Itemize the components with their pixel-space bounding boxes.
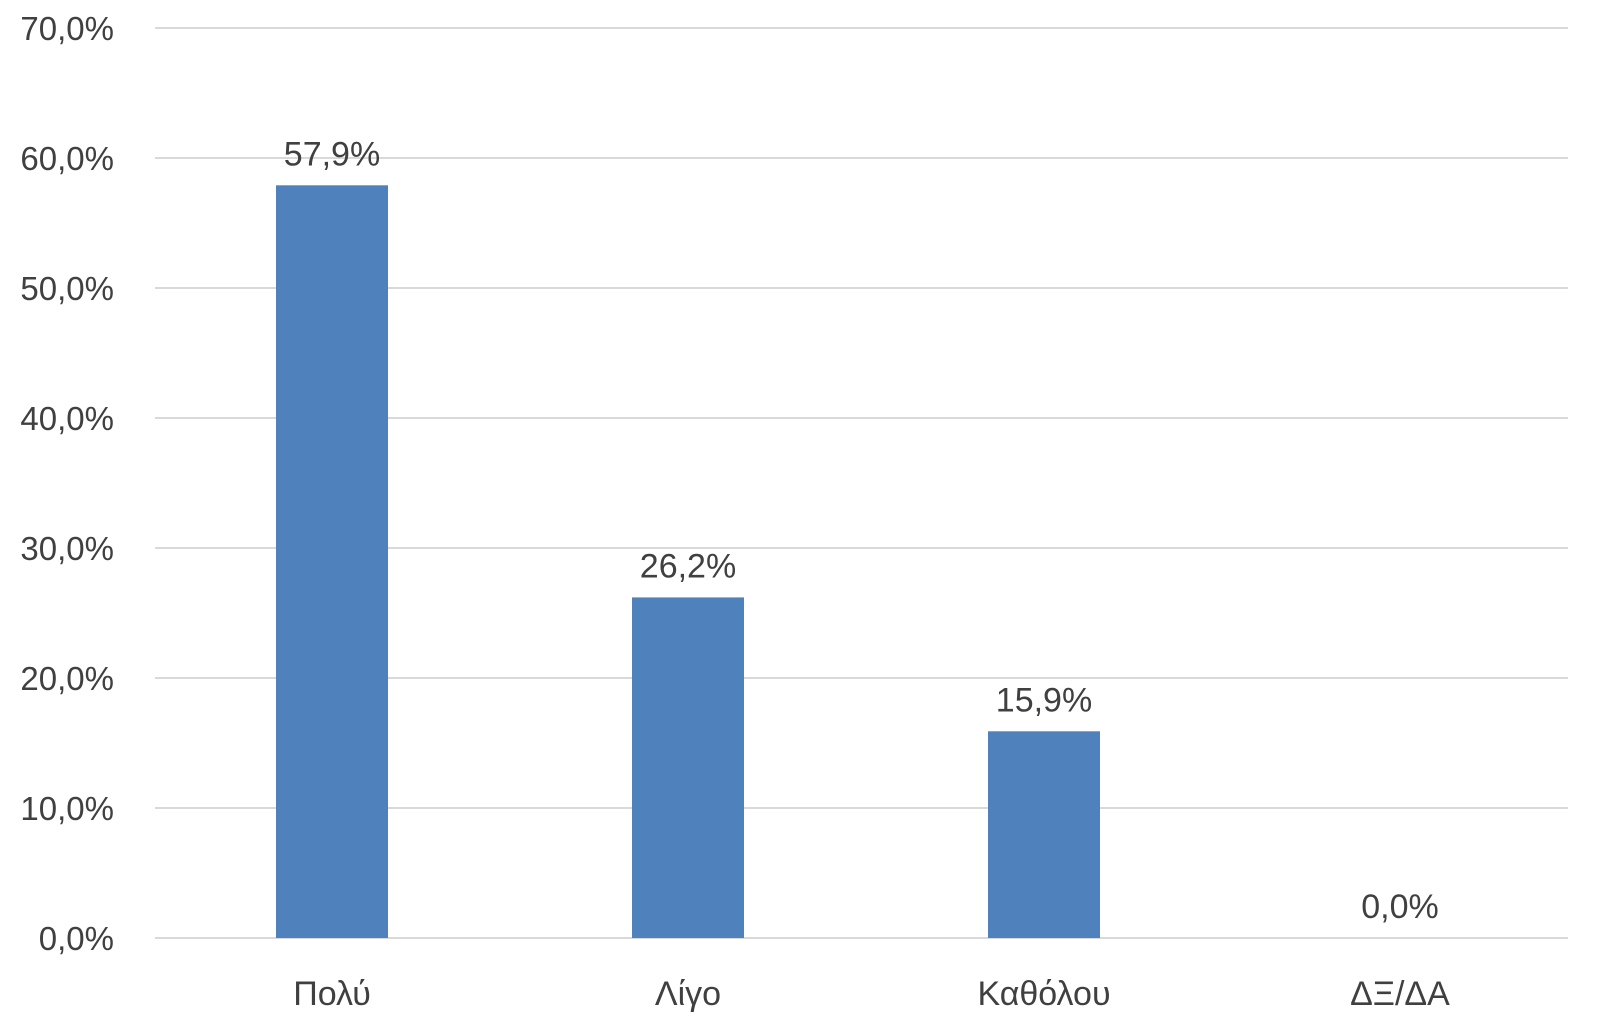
bars [276,185,1100,939]
y-tick-label: 10,0% [20,790,114,827]
x-category-label: ΔΞ/ΔΑ [1350,975,1450,1013]
y-tick-label: 60,0% [20,140,114,177]
x-axis-category-labels: Πολύ Λίγο Καθόλου ΔΞ/ΔΑ [293,975,1450,1013]
bar [276,185,388,939]
x-category-label: Καθόλου [977,975,1110,1013]
y-tick-label: 0,0% [39,920,114,957]
y-tick-label: 40,0% [20,400,114,437]
y-tick-label: 30,0% [20,530,114,567]
y-tick-label: 70,0% [20,10,114,47]
y-tick-label: 50,0% [20,270,114,307]
y-axis-tick-labels: 0,0% 10,0% 20,0% 30,0% 40,0% 50,0% 60,0% 70,0% [20,10,114,957]
data-label: 0,0% [1361,888,1439,926]
x-category-label: Λίγο [655,975,721,1013]
data-labels: 57,9% 26,2% 15,9% 0,0% [284,135,1439,926]
x-category-label: Πολύ [293,975,371,1013]
bar [988,731,1100,938]
bar [632,597,744,938]
data-label: 26,2% [640,547,736,585]
y-tick-label: 20,0% [20,660,114,697]
data-label: 57,9% [284,135,380,173]
gridlines [155,27,1568,939]
data-label: 15,9% [996,681,1092,719]
